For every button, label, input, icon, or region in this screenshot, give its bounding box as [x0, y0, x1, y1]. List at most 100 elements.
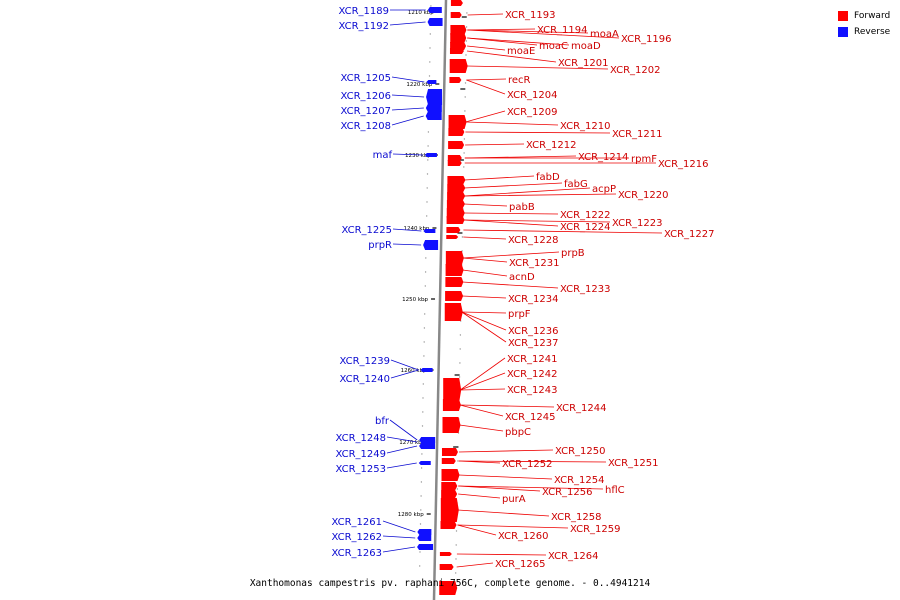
forward-leader-line	[465, 131, 611, 134]
track-dot	[422, 397, 424, 399]
forward-gene-label: XCR_1193	[505, 10, 556, 21]
track-dot	[466, 12, 468, 14]
axis-tick-label: 1210 kbp	[408, 10, 434, 16]
track-dot	[424, 299, 426, 301]
reverse-feature	[427, 18, 443, 26]
forward-feature	[445, 277, 464, 287]
forward-gene-label: XCR_1228	[508, 235, 559, 246]
track-dot	[419, 551, 421, 553]
forward-leader-line	[462, 295, 507, 299]
track-dot	[420, 495, 422, 497]
reverse-leader-line	[386, 445, 418, 454]
forward-gene-label: XCR_1258	[551, 512, 602, 523]
forward-feature	[439, 564, 454, 570]
reverse-gene-label: XCR_1205	[340, 73, 391, 84]
reverse-leader-line	[392, 243, 422, 246]
track-dot	[455, 558, 457, 560]
forward-leader-line	[467, 45, 506, 51]
reverse-leader-line	[390, 369, 419, 379]
legend-reverse-label: Reverse	[854, 27, 891, 37]
forward-gene-label: XCR_1264	[548, 551, 599, 562]
reverse-feature	[419, 443, 436, 449]
track-dot	[423, 341, 425, 343]
forward-feature	[444, 303, 463, 321]
reverse-feature	[417, 544, 434, 550]
forward-feature	[448, 128, 465, 136]
forward-gene-label: XCR_1201	[558, 58, 609, 69]
forward-feature	[448, 115, 467, 129]
track-dot	[421, 425, 424, 427]
forward-gene-label: XCR_1244	[556, 403, 607, 414]
track-dot	[427, 145, 429, 147]
forward-gene-label: XCR_1260	[498, 531, 549, 542]
forward-leader-line	[461, 311, 507, 331]
axis-tick-label: 1250 kbp	[402, 297, 428, 303]
forward-leader-line	[462, 281, 559, 289]
forward-feature	[441, 469, 460, 481]
track-dot	[464, 110, 466, 112]
track-dot	[426, 215, 428, 217]
forward-leader-line	[459, 404, 504, 417]
reverse-gene-label: XCR_1225	[341, 225, 392, 236]
track-dot	[427, 159, 429, 161]
forward-leader-line	[464, 193, 617, 197]
forward-gene-label: moaC	[539, 41, 568, 52]
forward-gene-label: moaE	[507, 46, 535, 57]
forward-gene-label: XCR_1204	[507, 90, 558, 101]
forward-leader-line	[466, 50, 557, 63]
forward-leader-line	[459, 424, 504, 432]
track-dot	[461, 236, 464, 238]
forward-feature	[447, 184, 466, 192]
forward-leader-line	[458, 449, 554, 453]
forward-feature	[440, 521, 457, 529]
reverse-gene-label: XCR_1263	[331, 548, 382, 559]
track-dot	[457, 460, 459, 462]
forward-leader-line	[459, 404, 555, 408]
reverse-leader-line	[389, 419, 418, 441]
forward-gene-label: moaA	[590, 29, 619, 40]
forward-leader-line	[462, 269, 508, 277]
track-dot	[465, 40, 467, 42]
forward-gene-label: prpB	[561, 248, 585, 259]
forward-gene-label: rpmF	[631, 154, 657, 165]
forward-gene-label: XCR_1223	[612, 218, 663, 229]
forward-feature	[441, 458, 456, 464]
forward-leader-line	[466, 79, 506, 95]
reverse-leader-line	[389, 21, 426, 26]
reverse-leader-line	[391, 76, 425, 83]
legend-reverse: Reverse	[838, 25, 890, 39]
forward-leader-line	[467, 13, 504, 16]
track-dot	[426, 187, 428, 189]
forward-gene-label: XCR_1265	[495, 559, 546, 570]
forward-gene-label: XCR_1234	[508, 294, 559, 305]
axis-tick-label: 1280 kbp	[398, 512, 424, 518]
reverse-leader-line	[390, 359, 419, 371]
track-dot	[426, 201, 428, 203]
forward-gene-label: moaD	[571, 41, 601, 52]
reverse-feature	[420, 368, 433, 372]
track-dot	[456, 488, 459, 490]
track-dot	[420, 509, 422, 511]
track-dot	[459, 348, 461, 350]
track-dot	[419, 565, 421, 567]
forward-feature	[440, 498, 459, 522]
axis-tick-label: 1220 kbp	[406, 82, 432, 88]
forward-swatch	[838, 11, 848, 21]
reverse-feature	[425, 112, 442, 120]
reverse-leader-line	[386, 462, 417, 469]
track-dot	[464, 82, 467, 84]
forward-gene-label: XCR_1259	[570, 524, 621, 535]
forward-feature	[441, 490, 458, 498]
forward-leader-line	[463, 219, 559, 227]
legend-forward-label: Forward	[854, 11, 891, 21]
axis-tick-label: 1230 kbp	[405, 153, 431, 159]
forward-gene-label: XCR_1216	[658, 159, 709, 170]
track-dot	[420, 481, 423, 483]
forward-gene-label: XCR_1194	[537, 25, 588, 36]
forward-leader-line	[461, 311, 507, 343]
track-dot	[465, 54, 467, 56]
forward-gene-label: prpF	[508, 309, 531, 320]
forward-leader-line	[461, 311, 507, 314]
chromosome-line	[432, 0, 448, 600]
legend-forward: Forward	[838, 9, 890, 23]
